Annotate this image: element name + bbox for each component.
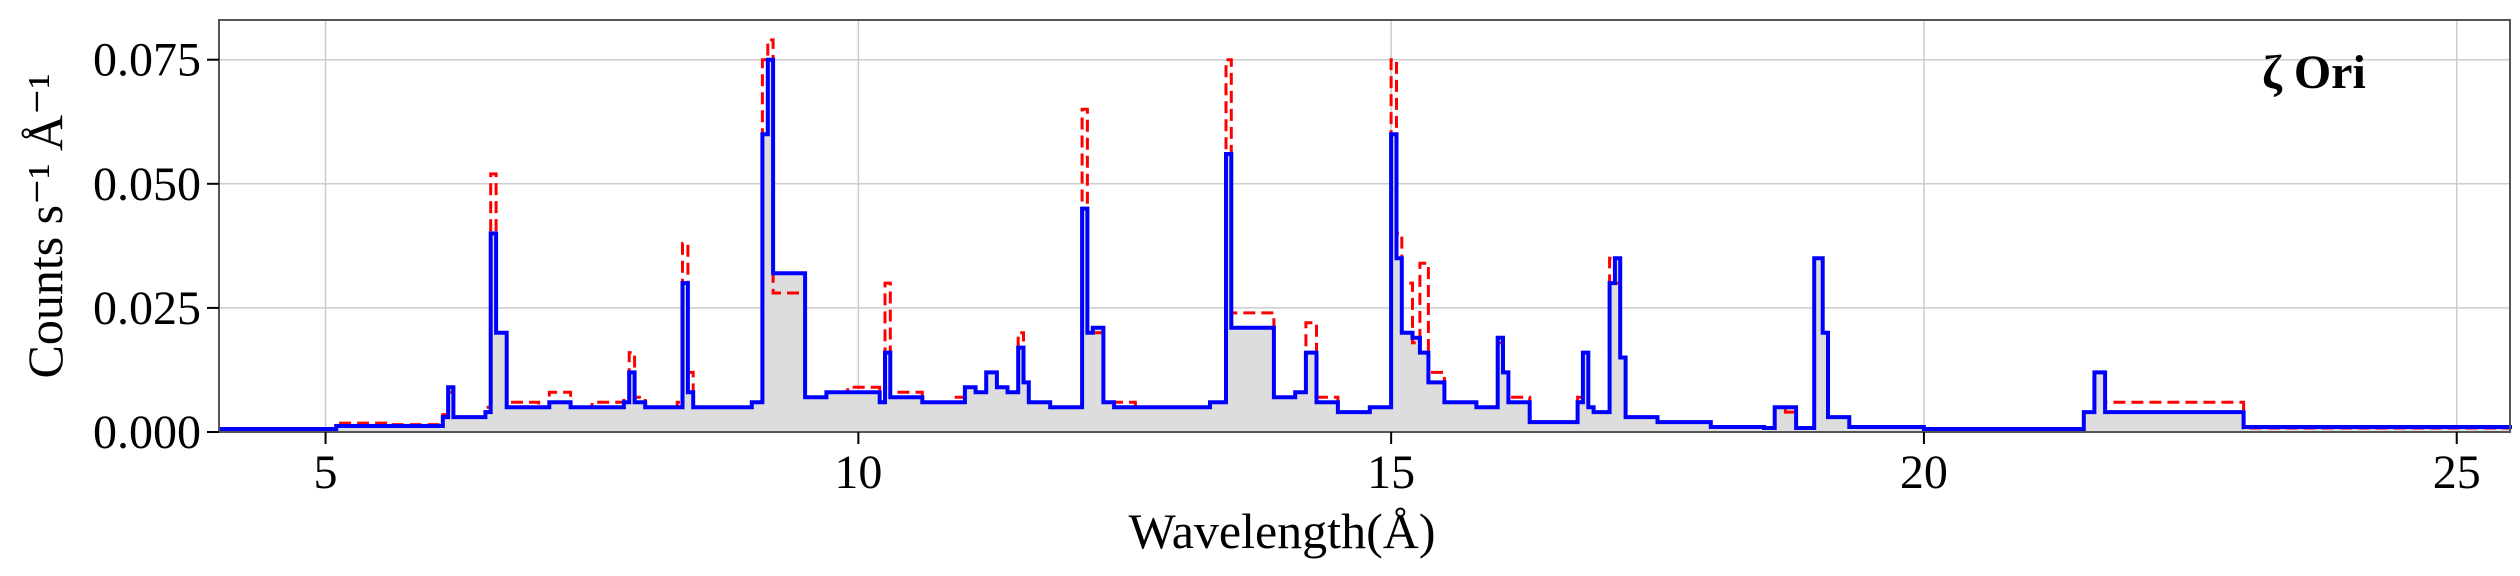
y-axis: 0.000 0.025 0.050 0.075 [93,34,219,459]
plot-frame [218,19,2511,433]
y-tick-label: 0.050 [93,158,201,211]
y-tick-label: 0.075 [93,34,201,87]
y-tick-label: 0.000 [93,406,201,459]
model-fill-area [219,59,2510,432]
chart-annotation: ζ Ori [2262,46,2366,99]
x-axis: 5 10 15 20 25 [314,432,2481,499]
x-axis-title: Wavelength(Å) [1129,503,1436,559]
y-tick-label: 0.025 [93,282,201,335]
x-tick-label: 25 [2433,446,2481,499]
y-axis-title: Counts s⁻¹ Å⁻¹ [17,73,73,378]
x-tick-label: 15 [1367,446,1415,499]
series-line-model [219,57,2512,431]
plot-background [219,20,2510,432]
x-tick-label: 20 [1900,446,1948,499]
x-tick-label: 5 [314,446,338,499]
x-tick-label: 10 [834,446,882,499]
